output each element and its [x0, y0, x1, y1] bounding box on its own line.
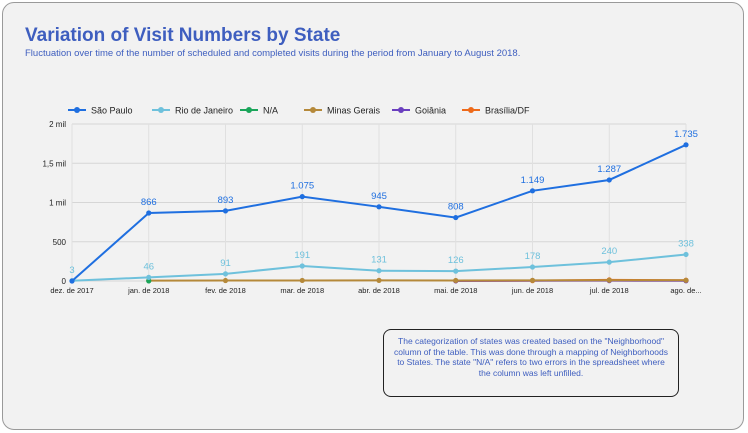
data-point: [222, 208, 229, 214]
x-tick-label: dez. de 2017: [50, 286, 93, 295]
data-point: [376, 204, 382, 210]
legend-label: São Paulo: [91, 106, 133, 116]
data-label: 893: [218, 195, 234, 206]
data-label: 338: [678, 238, 694, 249]
data-point: [69, 278, 75, 284]
legend-marker: [74, 107, 80, 113]
data-point: [606, 177, 612, 183]
legend-label: Rio de Janeiro: [175, 106, 233, 116]
chart-title: Variation of Visit Numbers by State: [25, 25, 341, 46]
x-tick-label: jun. de 2018: [511, 286, 553, 295]
data-label: 945: [371, 191, 387, 202]
data-label: 3: [69, 265, 74, 276]
data-point: [222, 271, 229, 277]
y-tick-label: 0: [62, 277, 67, 286]
data-label: 1.287: [597, 164, 621, 175]
legend-label: N/A: [263, 106, 278, 116]
data-label: 46: [143, 261, 154, 272]
data-point: [376, 268, 382, 274]
legend-marker: [158, 107, 164, 113]
data-point: [683, 251, 689, 258]
data-point: [222, 277, 229, 284]
legend-marker: [310, 107, 316, 113]
legend-label: Minas Gerais: [327, 106, 381, 116]
x-tick-label: jul. de 2018: [589, 286, 629, 295]
x-tick-label: mar. de 2018: [280, 286, 324, 295]
x-tick-label: jan. de 2018: [127, 286, 169, 295]
data-label: 808: [448, 202, 464, 213]
data-label: 1.735: [674, 129, 698, 140]
legend-marker: [468, 107, 474, 113]
data-label: 126: [448, 255, 464, 266]
data-point: [683, 277, 689, 283]
legend-marker: [246, 107, 252, 113]
data-point: [606, 259, 612, 265]
data-point: [146, 210, 152, 216]
data-label: 178: [525, 251, 541, 262]
x-tick-label: mai. de 2018: [434, 286, 477, 295]
data-point: [299, 277, 305, 284]
data-point: [529, 188, 536, 194]
data-label: 1.149: [521, 175, 545, 186]
data-label: 191: [294, 250, 310, 261]
data-point: [606, 277, 612, 283]
x-tick-label: abr. de 2018: [358, 286, 400, 295]
data-label: 131: [371, 255, 387, 266]
data-point: [299, 194, 305, 200]
legend-marker: [398, 107, 404, 113]
data-point: [529, 264, 536, 270]
data-label: 240: [601, 246, 617, 257]
data-point: [376, 277, 382, 283]
data-label: 91: [220, 258, 231, 269]
y-tick-label: 1 mil: [49, 199, 66, 208]
data-point: [683, 142, 689, 148]
x-tick-label: fev. de 2018: [205, 286, 246, 295]
data-point: [299, 263, 305, 269]
chart-subtitle: Fluctuation over time of the number of s…: [25, 48, 521, 59]
data-label: 1.075: [290, 181, 314, 192]
data-point: [453, 268, 459, 274]
data-point: [453, 277, 459, 284]
data-point: [529, 277, 536, 283]
annotation-note: The categorization of states was created…: [383, 329, 679, 397]
data-point: [453, 214, 459, 221]
legend-label: Brasília/DF: [485, 106, 530, 116]
legend-label: Goiânia: [415, 106, 446, 116]
x-tick-label: ago. de...: [670, 286, 701, 295]
data-point: [146, 274, 152, 280]
y-tick-label: 2 mil: [49, 120, 66, 129]
y-tick-label: 500: [53, 238, 67, 247]
y-tick-label: 1,5 mil: [42, 159, 66, 168]
data-label: 866: [141, 197, 157, 208]
